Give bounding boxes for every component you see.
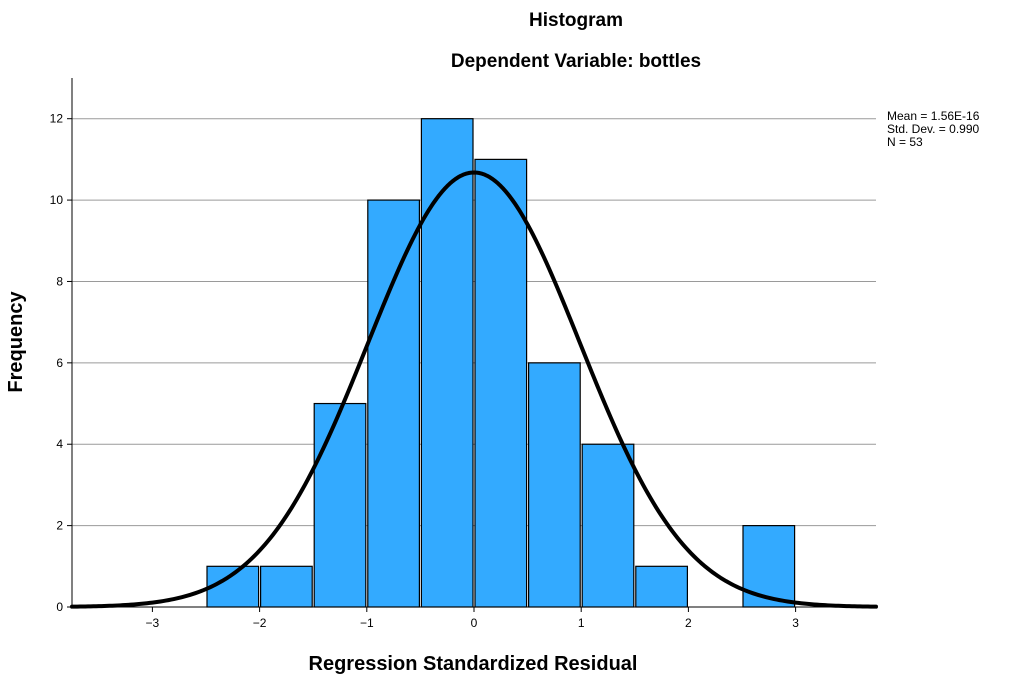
histogram-bar-1 [260, 565, 313, 608]
chart-title: Histogram [529, 10, 623, 31]
x-axis-title: Regression Standardized Residual [309, 653, 638, 675]
histogram-bar-4 [420, 118, 474, 608]
normal-curve [70, 170, 878, 609]
x-tick-label--1: −1 [360, 616, 374, 630]
x-axis-ticks: −3 −2 −1 0 1 2 3 [146, 607, 799, 630]
histogram-bars [206, 118, 796, 608]
grid-lines [72, 118, 876, 527]
x-tick-label-3: 3 [792, 616, 799, 630]
x-tick-label-2: 2 [685, 616, 692, 630]
y-axis-ticks: 0 2 4 6 8 10 12 [50, 112, 72, 614]
y-tick-label-6: 6 [56, 356, 63, 370]
y-tick-label-0: 0 [56, 600, 63, 614]
x-tick-label--2: −2 [253, 616, 267, 630]
y-tick-label-10: 10 [50, 193, 64, 207]
histogram-bar-9 [742, 525, 796, 608]
histogram-bar-6 [527, 362, 581, 608]
histogram-bar-5 [474, 158, 528, 608]
chart-subtitle: Dependent Variable: bottles [451, 51, 701, 72]
histogram-bar-8 [635, 565, 688, 608]
x-tick-label--3: −3 [146, 616, 160, 630]
y-tick-label-8: 8 [56, 274, 63, 288]
stat-std-dev: Std. Dev. = 0.990 [887, 122, 979, 136]
x-tick-label-1: 1 [578, 616, 585, 630]
histogram-bar-7 [581, 443, 635, 608]
y-tick-label-12: 12 [50, 112, 64, 126]
histogram-bar-3 [367, 199, 420, 608]
stat-mean: Mean = 1.56E-16 [887, 109, 980, 123]
y-axis-title: Frequency [5, 291, 27, 393]
histogram-bar-2 [313, 402, 367, 608]
y-tick-label-2: 2 [56, 519, 63, 533]
x-tick-label-0: 0 [471, 616, 478, 630]
y-tick-label-4: 4 [56, 437, 63, 451]
stat-n: N = 53 [887, 135, 923, 149]
